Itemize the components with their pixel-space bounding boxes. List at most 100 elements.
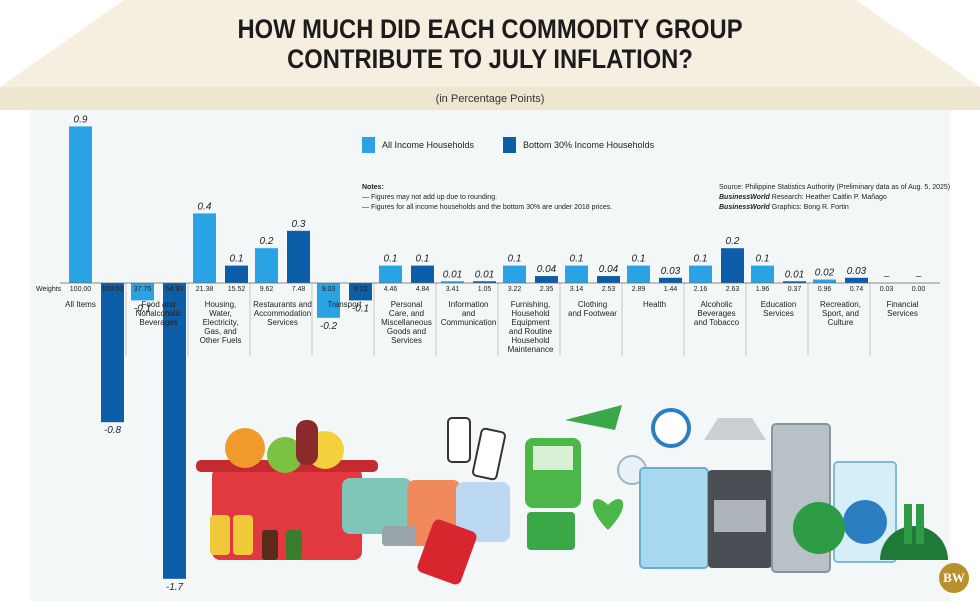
weight-label-all-10: 2.16 — [694, 286, 708, 293]
weight-label-all-13: 0.03 — [880, 286, 894, 293]
value-label-bottom-6: 0.01 — [475, 269, 494, 280]
category-label-10-1: Beverages — [697, 309, 735, 318]
value-label-bottom-4: -0.1 — [352, 303, 369, 314]
bar-all-10 — [689, 265, 712, 283]
bar-bottom-0 — [101, 283, 124, 423]
clock-icon — [651, 408, 691, 448]
bar-all-2 — [193, 213, 216, 283]
weight-label-bottom-4: 6.12 — [354, 286, 368, 293]
illustration-group — [196, 405, 948, 585]
bar-bottom-10 — [721, 248, 744, 283]
legend-item-all: All Income Households — [362, 137, 474, 153]
eave-band — [0, 87, 980, 110]
phone-icon — [447, 417, 471, 463]
category-label-5-3: Goods and — [387, 327, 426, 336]
weight-label-all-9: 2.89 — [632, 286, 646, 293]
airplane-icon — [565, 405, 622, 430]
value-label-bottom-9: 0.03 — [661, 266, 681, 277]
category-label-6-1: and — [462, 309, 475, 318]
bar-bottom-8 — [597, 276, 620, 283]
category-label-0-0: All Items — [65, 300, 96, 309]
bar-all-4 — [317, 283, 340, 318]
bar-all-5 — [379, 265, 402, 283]
category-label-2-2: Electricity, — [203, 318, 239, 327]
value-label-all-10: 0.1 — [694, 254, 708, 265]
roof-shape — [0, 0, 980, 110]
category-label-8-1: and Footwear — [568, 309, 617, 318]
weight-label-bottom-11: 0.37 — [788, 286, 802, 293]
weight-label-all-11: 1.96 — [756, 286, 770, 293]
category-label-10-2: and Tobacco — [694, 318, 740, 327]
value-label-bottom-2: 0.1 — [230, 254, 244, 265]
value-label-all-9: 0.1 — [632, 254, 646, 265]
heart-icon — [592, 499, 624, 530]
value-label-bottom-1: -1.7 — [166, 582, 184, 593]
beer-bottle-icon — [262, 530, 278, 560]
category-label-7-3: and Routine — [509, 327, 553, 336]
category-label-7-4: Household — [511, 336, 549, 345]
bar-all-6 — [441, 281, 464, 283]
source-block: Source: Philippine Statistics Authority … — [719, 183, 950, 213]
value-label-bottom-13: – — [915, 271, 922, 282]
bar-all-0 — [69, 126, 92, 284]
category-label-5-2: Miscellaneous — [381, 318, 432, 327]
bar-all-11 — [751, 265, 774, 283]
green-bottle-icon — [286, 530, 302, 560]
value-label-all-13: – — [883, 271, 890, 282]
range-hood-icon — [704, 418, 766, 440]
value-label-bottom-0: -0.8 — [104, 425, 122, 436]
washer-drum — [843, 500, 887, 544]
bar-bottom-2 — [225, 265, 248, 283]
category-label-7-0: Furnishing, — [511, 300, 551, 309]
bar-bottom-7 — [535, 276, 558, 283]
weight-label-all-7: 3.22 — [508, 286, 522, 293]
weight-label-all-5: 4.46 — [384, 286, 398, 293]
value-label-bottom-5: 0.1 — [416, 254, 430, 265]
bar-bottom-9 — [659, 277, 682, 283]
bar-all-9 — [627, 265, 650, 283]
weight-label-all-2: 21.38 — [196, 286, 214, 293]
notes-line-2: — Figures for all income households and … — [362, 204, 613, 211]
chart-subtitle: (in Percentage Points) — [435, 93, 545, 105]
category-label-7-1: Household — [511, 309, 549, 318]
category-label-12-1: Sport, and — [822, 309, 859, 318]
bar-bottom-5 — [411, 265, 434, 283]
category-label-8-0: Clothing — [578, 300, 607, 309]
category-label-11-0: Education — [761, 300, 797, 309]
category-label-1-0: Food and — [142, 300, 176, 309]
category-label-1-2: Beverages — [139, 318, 177, 327]
notes-block: Notes: — Figures may not add up due to r… — [362, 183, 612, 213]
bar-bottom-12 — [845, 277, 868, 283]
category-label-5-0: Personal — [391, 300, 423, 309]
phone-icon-2 — [472, 427, 506, 481]
fork-icon — [904, 504, 912, 544]
weight-label-bottom-5: 4.84 — [416, 286, 430, 293]
weight-label-bottom-7: 2.35 — [540, 286, 554, 293]
polo-shirt-icon — [456, 482, 510, 542]
wine-bottle-icon — [296, 420, 318, 465]
weight-label-bottom-2: 15.52 — [228, 286, 246, 293]
category-label-12-0: Recreation, — [820, 300, 861, 309]
weight-label-all-6: 3.41 — [446, 286, 460, 293]
bar-all-7 — [503, 265, 526, 283]
category-label-1-1: Nonalcoholic — [136, 309, 182, 318]
notes-heading: Notes: — [362, 184, 384, 191]
value-label-all-5: 0.1 — [384, 254, 398, 265]
weight-label-bottom-8: 2.53 — [602, 286, 616, 293]
value-label-all-2: 0.4 — [198, 201, 212, 212]
category-label-2-1: Water, — [209, 309, 232, 318]
category-label-3-0: Restaurants and — [253, 300, 312, 309]
weight-label-bottom-0: 100.00 — [102, 286, 124, 293]
value-label-bottom-10: 0.2 — [726, 236, 740, 247]
source-line-1: Source: Philippine Statistics Authority … — [719, 184, 951, 191]
category-label-6-2: Communication — [441, 318, 497, 327]
source-line-3: Graphics: Bong R. Fortin — [769, 204, 849, 211]
legend-label-all: All Income Households — [382, 140, 475, 150]
legend-swatch-all — [362, 137, 375, 153]
bar-bottom-1 — [163, 283, 186, 579]
oil-bottle-icon-2 — [233, 515, 253, 555]
value-label-all-0: 0.9 — [74, 114, 88, 125]
value-label-all-1: -0.1 — [134, 303, 151, 314]
